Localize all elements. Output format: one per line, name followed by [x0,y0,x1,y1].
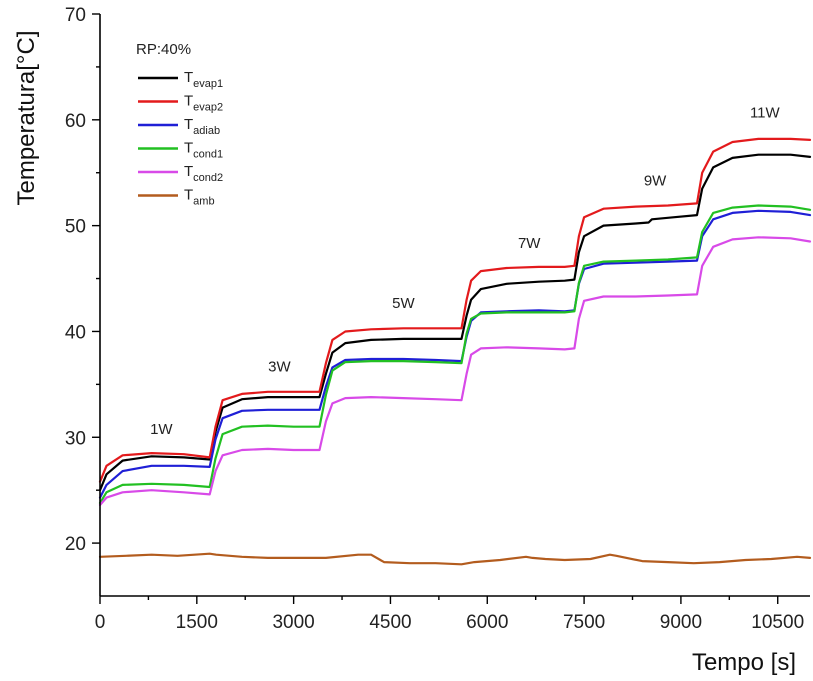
y-tick-label: 60 [65,111,86,132]
power-label: 7W [518,235,541,252]
series-line-amb [98,552,812,566]
power-label: 9W [644,172,667,189]
legend-entry-adiab: Tadiab [184,116,220,137]
series-line-cond2 [98,236,812,507]
power-annotations: 1W 3W 5W 7W 9W 11W [150,105,780,438]
legend-entry-evap2: Tevap2 [184,93,223,114]
legend-entry-amb: Tamb [184,187,215,208]
y-tick-label: 50 [65,217,86,238]
series-line-evap2 [98,137,812,483]
y-tick-label: 40 [65,322,86,343]
legend-title: RP:40% [136,41,191,58]
y-tick-label: 20 [65,534,86,555]
power-label: 3W [268,359,291,376]
legend-entry-cond2: Tcond2 [184,163,223,184]
legend-entry-cond1: Tcond1 [184,140,223,161]
series-layer [98,137,812,566]
axes: 0 1500 3000 4500 6000 7500 9000 10500 20 30 40 50 60… [65,5,810,633]
series-line-evap1 [98,153,812,492]
series-line-adiab [98,209,812,499]
x-tick-label: 4500 [369,612,411,633]
power-label: 1W [150,421,173,438]
x-axis-title: Tempo [s] [692,649,796,676]
x-tick-label: 1500 [176,612,218,633]
series-line-cond1 [98,204,812,504]
y-axis-title: Temperatura[°C] [13,31,40,206]
y-tick-label: 70 [65,5,86,26]
x-tick-label: 10500 [751,612,804,633]
x-tick-label: 3000 [272,612,314,633]
power-label: 5W [392,295,415,312]
x-tick-label: 9000 [660,612,702,633]
legend-entry-evap1: Tevap1 [184,69,223,90]
y-tick-label: 30 [65,428,86,449]
x-tick-label: 7500 [563,612,605,633]
x-tick-label: 0 [95,612,106,633]
x-tick-label: 6000 [466,612,508,633]
power-label: 11W [750,105,781,122]
